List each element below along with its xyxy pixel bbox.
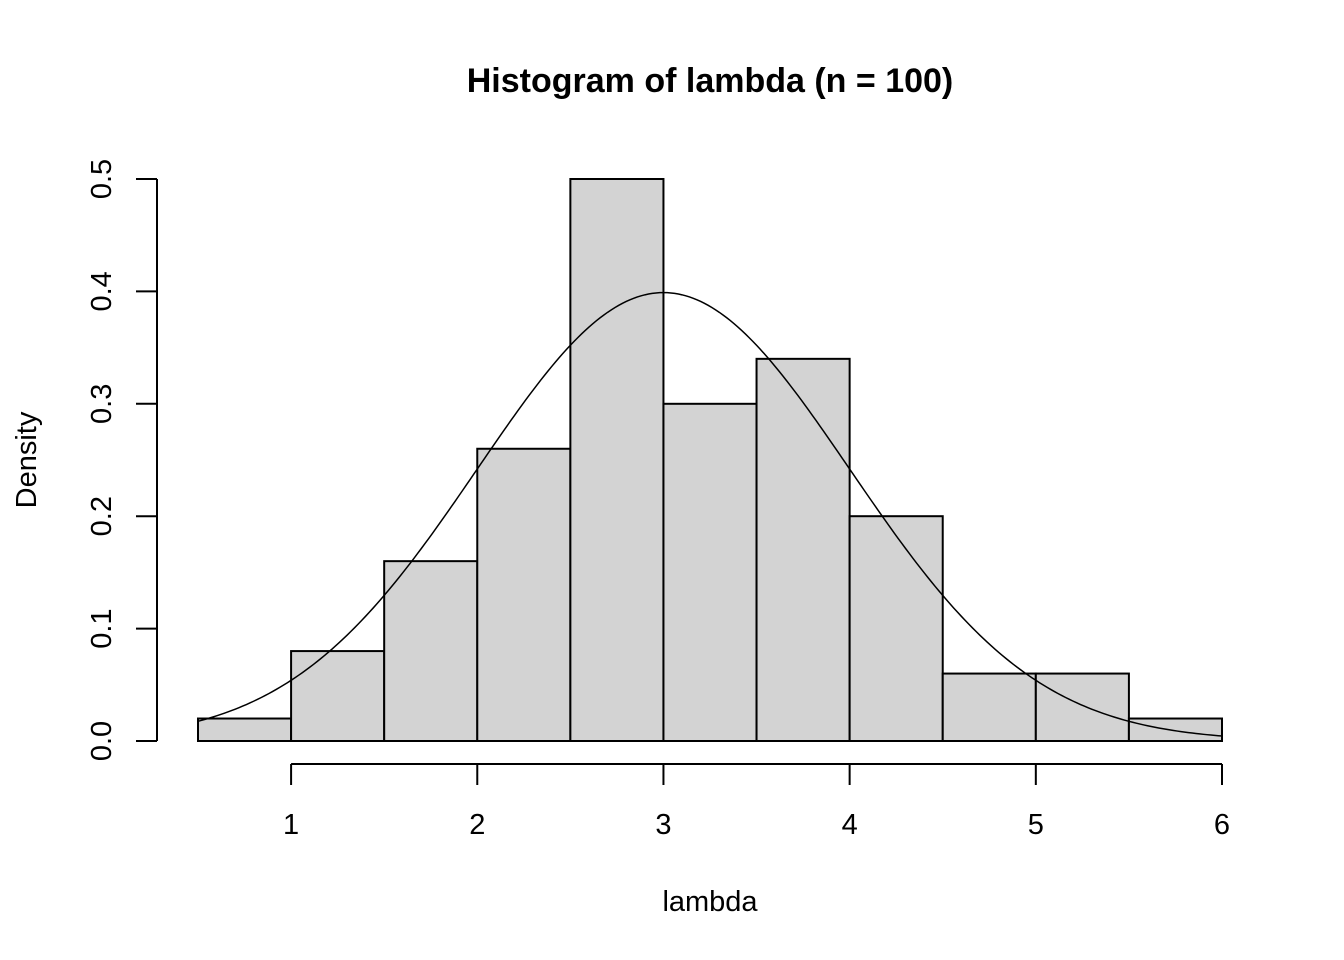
x-tick-label-2: 3: [655, 809, 671, 841]
x-tick-label-1: 2: [469, 809, 485, 841]
histogram-bar-1: [290, 650, 386, 743]
histogram-bar-0: [197, 717, 293, 743]
x-axis: 1 2 3 4 5 6: [283, 763, 1230, 841]
histogram-bar-6: [755, 357, 851, 742]
histogram-bar-7: [848, 515, 944, 743]
histogram-bar-3: [476, 447, 572, 742]
y-tick-label-1: 0.1: [86, 608, 118, 648]
histogram-bar-9: [1034, 672, 1130, 742]
x-axis-label: lambda: [662, 886, 758, 918]
y-tick-label-2: 0.2: [86, 496, 118, 536]
histogram-bar-2: [383, 560, 479, 742]
bars-group: [197, 178, 1223, 743]
histogram-bar-5: [662, 402, 758, 742]
histogram-bar-4: [569, 178, 665, 742]
histogram-bar-10: [1127, 717, 1223, 743]
y-tick-label-3: 0.3: [86, 384, 118, 424]
histogram-bar-8: [941, 672, 1037, 742]
density-curve: [197, 291, 1223, 737]
x-tick-label-0: 1: [283, 809, 299, 841]
y-tick-label-4: 0.4: [86, 271, 118, 311]
y-axis-label: Density: [11, 411, 43, 508]
x-tick-label-5: 6: [1214, 809, 1230, 841]
y-tick-label-0: 0.0: [86, 721, 118, 761]
x-tick-label-4: 5: [1028, 809, 1044, 841]
y-tick-label-5: 0.5: [86, 159, 118, 199]
chart-title: Histogram of lambda (n = 100): [467, 62, 954, 100]
y-axis: 0.0 0.1 0.2 0.3 0.4 0.5: [86, 159, 158, 761]
x-tick-label-3: 4: [842, 809, 858, 841]
density-curve-group: [197, 291, 1223, 737]
